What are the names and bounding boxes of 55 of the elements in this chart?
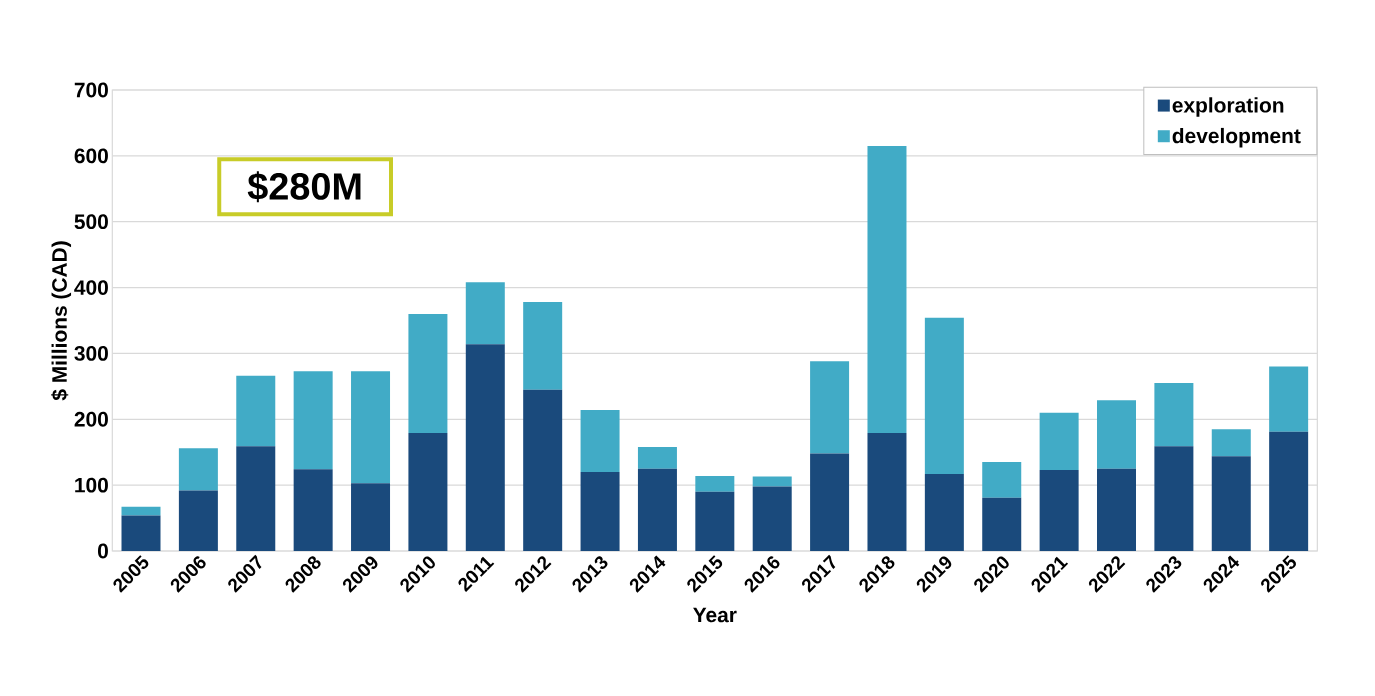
bar xyxy=(523,389,563,551)
bar xyxy=(236,375,276,447)
y-tick-label: 700 xyxy=(74,82,108,98)
y-tick-label: 0 xyxy=(97,543,108,559)
bar xyxy=(1211,429,1251,457)
y-tick-label: 200 xyxy=(74,411,108,427)
legend-label: exploration xyxy=(1172,97,1284,117)
bar xyxy=(1269,431,1309,551)
bar xyxy=(1269,366,1309,432)
bar xyxy=(465,344,505,551)
bar xyxy=(982,462,1022,498)
bar xyxy=(351,483,391,551)
bar xyxy=(867,145,907,434)
bar xyxy=(867,433,907,551)
bar xyxy=(637,446,677,469)
bar xyxy=(580,471,620,551)
bar xyxy=(810,453,850,551)
bar xyxy=(1154,446,1194,551)
bar xyxy=(351,371,391,484)
legend-label: development xyxy=(1172,127,1301,148)
bar xyxy=(810,361,850,454)
bar xyxy=(293,469,333,551)
bar xyxy=(637,468,677,551)
bar xyxy=(523,302,563,390)
bar xyxy=(1211,456,1251,551)
y-tick-label: 500 xyxy=(74,214,108,230)
bar xyxy=(121,515,161,551)
bar xyxy=(408,433,448,551)
bar xyxy=(924,317,964,474)
bar xyxy=(982,497,1022,551)
bar xyxy=(752,476,792,487)
bar xyxy=(1039,412,1079,470)
bar xyxy=(695,475,735,492)
bar xyxy=(293,371,333,470)
bar xyxy=(236,446,276,551)
bar xyxy=(1154,383,1194,447)
bar xyxy=(924,473,964,551)
bar xyxy=(695,491,735,551)
bar xyxy=(465,282,505,345)
bar xyxy=(1097,400,1136,469)
bar xyxy=(1097,468,1136,551)
y-tick-label: 600 xyxy=(74,148,108,164)
y-tick-label: 300 xyxy=(74,346,108,361)
bar xyxy=(1039,469,1079,551)
y-tick-label: 100 xyxy=(75,477,108,493)
bar xyxy=(178,490,218,551)
y-tick-label: 400 xyxy=(74,280,108,295)
y-axis-title: $ Millions (CAD) xyxy=(51,241,72,401)
bar xyxy=(178,448,218,491)
annotation: $280M xyxy=(247,171,361,203)
x-axis-title: Year xyxy=(693,607,737,623)
bar xyxy=(121,506,161,516)
bar xyxy=(752,486,792,551)
bar xyxy=(408,313,448,434)
bar xyxy=(580,410,620,472)
